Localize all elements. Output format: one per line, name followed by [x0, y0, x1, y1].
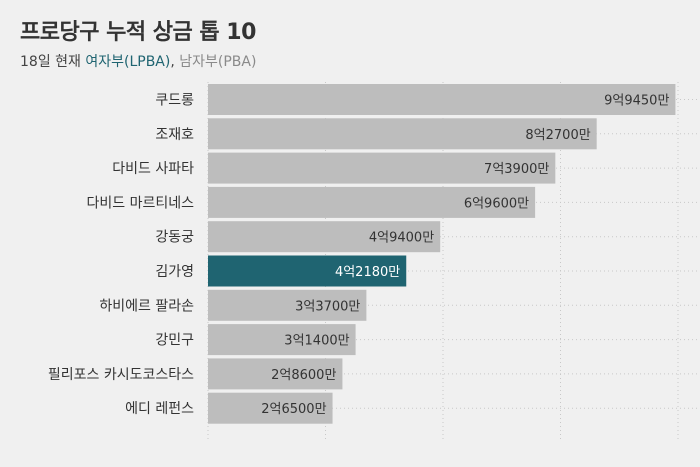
category-label: 에디 레펀스 — [125, 401, 194, 417]
chart-title: 프로당구 누적 상금 톱 10 — [20, 20, 256, 45]
bar-value-label: 8억2700만 — [525, 128, 590, 143]
legend-male: 남자부(PBA) — [179, 54, 257, 70]
bar — [208, 118, 597, 150]
bar-value-label: 3억3700만 — [295, 299, 360, 314]
category-label: 김가영 — [155, 264, 194, 280]
bar — [208, 152, 556, 184]
bar — [208, 289, 367, 321]
bar-value-label: 4억2180만 — [335, 265, 400, 280]
bar-value-label: 4억9400만 — [369, 231, 434, 246]
category-label: 강민구 — [155, 333, 194, 349]
category-label: 강동궁 — [155, 230, 194, 246]
category-label: 필리포스 카시도코스타스 — [48, 367, 194, 383]
bar — [208, 392, 333, 424]
subtitle-separator: , — [170, 54, 180, 70]
bar-value-label: 2억8600만 — [271, 368, 336, 383]
category-label: 다비드 마르티네스 — [87, 195, 195, 211]
bar-value-label: 3억1400만 — [284, 334, 349, 349]
bar — [208, 358, 343, 390]
bar — [208, 255, 407, 287]
bar-value-label: 7억3900만 — [484, 162, 549, 177]
bar — [208, 186, 536, 218]
category-label: 조재호 — [155, 127, 194, 143]
bar-value-label: 9억9450만 — [604, 94, 669, 109]
legend-female: 여자부(LPBA) — [85, 54, 171, 70]
category-label: 다비드 사파타 — [112, 161, 194, 177]
bar-value-label: 6억9600만 — [464, 196, 529, 211]
subtitle-prefix: 18일 현재 — [20, 54, 86, 70]
chart-subtitle: 18일 현재 여자부(LPBA), 남자부(PBA) — [20, 51, 256, 71]
bar — [208, 84, 676, 115]
bar — [208, 221, 441, 253]
bar — [208, 324, 356, 356]
category-label: 쿠드롱 — [155, 93, 194, 109]
category-label: 하비에르 팔라손 — [99, 298, 194, 314]
bar-value-label: 2억6500만 — [261, 402, 326, 417]
